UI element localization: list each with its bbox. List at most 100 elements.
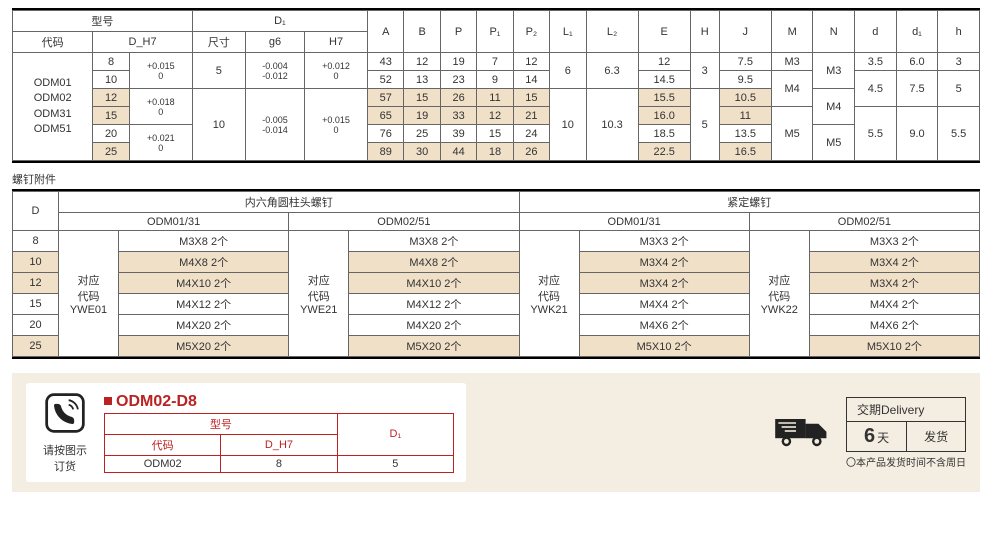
cell: 89 [368, 143, 404, 161]
cell: 12 [404, 53, 440, 71]
cell: 9.0 [896, 107, 938, 161]
cell: 43 [368, 53, 404, 71]
cell: M3X3 2个 [809, 231, 979, 252]
merge-ywe01: 对应 代码 YWE01 [59, 231, 119, 357]
cell: M4X6 2个 [579, 315, 749, 336]
cell: M4X10 2个 [119, 273, 289, 294]
cell: 5 [690, 89, 719, 161]
cell: 26 [440, 89, 476, 107]
cell: M3X8 2个 [349, 231, 519, 252]
cell: 7.5 [896, 71, 938, 107]
cell: M3X4 2个 [809, 252, 979, 273]
cell-d: 20 [93, 125, 129, 143]
hdr-B: B [404, 11, 440, 53]
cell: M3X3 2个 [579, 231, 749, 252]
cell: 9.5 [719, 71, 771, 89]
cell: 6.3 [586, 53, 638, 89]
hdr-cap: 内六角圆柱头螺钉 [59, 192, 520, 213]
order-table: ODM02-D8 型号 D₁ 代码 D_H7 ODM02 8 5 [104, 393, 454, 473]
cell: M5X10 2个 [809, 336, 979, 357]
order-h-model: 型号 [105, 413, 338, 434]
cell: 12 [513, 53, 549, 71]
order-h-dh7: D_H7 [221, 434, 337, 455]
cell: 10.3 [586, 89, 638, 161]
hdr-L2: L₂ [586, 11, 638, 53]
cell: 8 [13, 231, 59, 252]
cell: 11 [719, 107, 771, 125]
cell: 5.5 [855, 107, 897, 161]
cell: 12 [638, 53, 690, 71]
cell-d: 25 [93, 143, 129, 161]
cell: M4X8 2个 [349, 252, 519, 273]
cell: M3X4 2个 [809, 273, 979, 294]
cell-dh7: +0.015 0 [129, 53, 192, 89]
cell: 3.5 [855, 53, 897, 71]
footer-bar: 请按图示订货 ODM02-D8 型号 D₁ 代码 D_H7 ODM02 8 5 [12, 373, 980, 492]
order-h-code: 代码 [105, 434, 221, 455]
cell: 10 [13, 252, 59, 273]
cell-d: 15 [93, 107, 129, 125]
cell: 33 [440, 107, 476, 125]
cell: 7 [477, 53, 513, 71]
cell: 65 [368, 107, 404, 125]
cell: 11 [477, 89, 513, 107]
cell: 23 [440, 71, 476, 89]
hdr-odm0131a: ODM01/31 [59, 213, 289, 231]
cell: 6.0 [896, 53, 938, 71]
cell: 57 [368, 89, 404, 107]
hdr-A: A [368, 11, 404, 53]
cell: M3X4 2个 [579, 273, 749, 294]
cell: M4X8 2个 [119, 252, 289, 273]
cell: 4.5 [855, 71, 897, 107]
delivery-days: 6天 [847, 421, 907, 451]
cell: 21 [513, 107, 549, 125]
cell: 6 [550, 53, 586, 89]
cell: 3 [938, 53, 980, 71]
hdr-d1: D₁ [192, 11, 367, 32]
delivery-table: 交期Delivery 6天 发货 〇本产品发货时间不含周日 [846, 397, 966, 469]
cell: 9 [477, 71, 513, 89]
cell: 18 [477, 143, 513, 161]
order-v-dh7: 8 [221, 455, 337, 472]
cell: M4X6 2个 [809, 315, 979, 336]
cell: 52 [368, 71, 404, 89]
hdr-M: M [771, 11, 813, 53]
hdr-P: P [440, 11, 476, 53]
hdr-N: N [813, 11, 855, 53]
cell: 12 [13, 273, 59, 294]
cell: 25 [13, 336, 59, 357]
code-odm01: ODM01 [34, 77, 72, 89]
hdr-P2: P₂ [513, 11, 549, 53]
cell-h7: +0.012 0 [305, 53, 368, 89]
cell: M4X12 2个 [349, 294, 519, 315]
cell-dh7: +0.018 0 [129, 89, 192, 125]
cell: 5 [938, 71, 980, 107]
cell-d: 12 [93, 89, 129, 107]
cell: 20 [13, 315, 59, 336]
cell-g6: -0.005 -0.014 [245, 89, 304, 161]
delivery-title: 交期Delivery [847, 397, 966, 421]
delivery-note: 〇本产品发货时间不含周日 [846, 454, 966, 469]
cell: 15 [513, 89, 549, 107]
screw-title: 螺钉附件 [12, 171, 980, 187]
cell: 15 [404, 89, 440, 107]
cell: 3 [690, 53, 719, 89]
order-v-d1: 5 [337, 455, 453, 472]
cell: M5X20 2个 [119, 336, 289, 357]
hdr-g6: g6 [245, 32, 304, 53]
merge-ywe21: 对应 代码 YWE21 [289, 231, 349, 357]
hdr-d: d [855, 11, 897, 53]
cell-h7: +0.015 0 [305, 89, 368, 161]
cell: M5X20 2个 [349, 336, 519, 357]
hdr-h7: H7 [305, 32, 368, 53]
cell: M4X4 2个 [579, 294, 749, 315]
cell-size: 5 [192, 53, 245, 89]
cell: M3X4 2个 [579, 252, 749, 273]
hdr-P1: P₁ [477, 11, 513, 53]
cell: 26 [513, 143, 549, 161]
hdr-odm0131b: ODM01/31 [519, 213, 749, 231]
cell: 16.5 [719, 143, 771, 161]
cell-g6: -0.004 -0.012 [245, 53, 304, 89]
cell: 7.5 [719, 53, 771, 71]
cell: 5.5 [938, 107, 980, 161]
